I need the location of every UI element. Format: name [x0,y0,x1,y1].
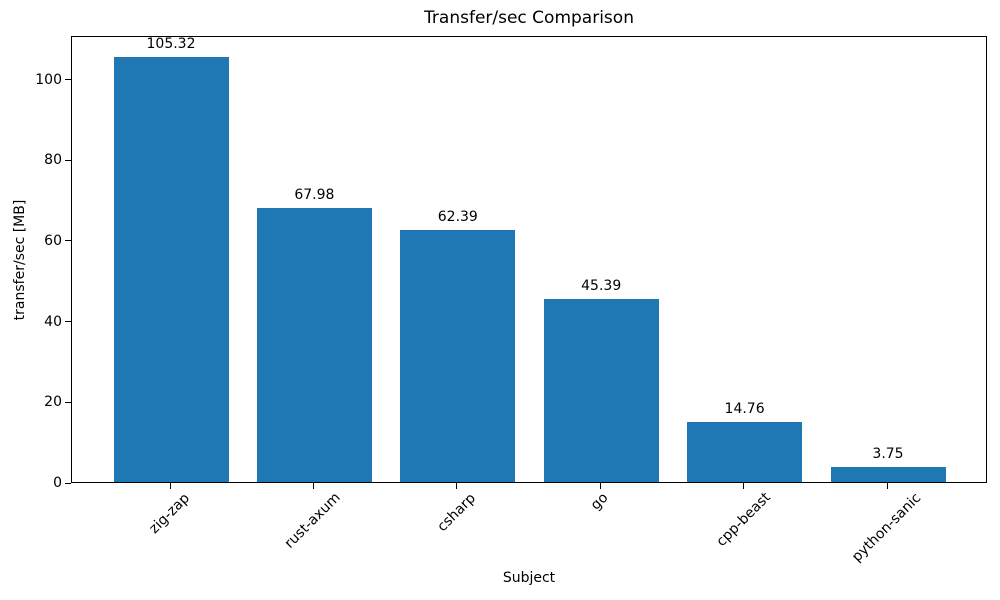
y-tick-mark [65,240,71,242]
x-tick-label: zig-zap [146,489,193,537]
y-tick-mark [65,79,71,81]
y-tick-label: 0 [53,475,62,491]
bar-value-label: 62.39 [437,209,478,226]
x-tick-label: cpp-beast [713,489,774,551]
x-tick-label: rust-axum [281,490,345,553]
bar-csharp [400,230,516,482]
plot-area: 105.32 67.98 62.39 45.39 14.76 3.75 [71,36,987,483]
y-tick-label: 80 [44,152,62,169]
y-tick-label: 100 [35,71,62,88]
x-tick-mark [886,483,888,489]
bar-cpp-beast [687,422,803,482]
bar-value-label: 45.39 [581,277,622,294]
y-tick-label: 40 [44,313,62,330]
bar-rust-axum [256,207,372,482]
y-tick-label: 60 [44,232,62,249]
bar-go [543,298,659,482]
bar-value-label: 67.98 [294,186,335,203]
x-tick-mark [456,483,458,489]
bar-value-label: 3.75 [872,445,904,462]
x-tick-mark [743,483,745,489]
x-axis-label: Subject [502,570,556,586]
x-tick-label: python-sanic [849,489,925,566]
bar-python-sanic [830,466,946,482]
y-tick-mark [65,401,71,403]
bar-value-label: 14.76 [724,401,765,418]
y-tick-mark [65,159,71,161]
y-axis-label: transfer/sec [MB] [12,199,28,321]
bar-zig-zap [113,57,229,482]
x-tick-label: csharp [434,489,479,535]
x-tick-mark [599,483,601,489]
x-tick-label: go [588,489,612,514]
y-tick-mark [65,482,71,484]
x-tick-mark [312,483,314,489]
x-tick-mark [169,483,171,489]
chart-title: Transfer/sec Comparison [424,8,634,28]
y-tick-mark [65,321,71,323]
bar-value-label: 105.32 [146,36,196,53]
y-tick-label: 20 [44,394,62,411]
